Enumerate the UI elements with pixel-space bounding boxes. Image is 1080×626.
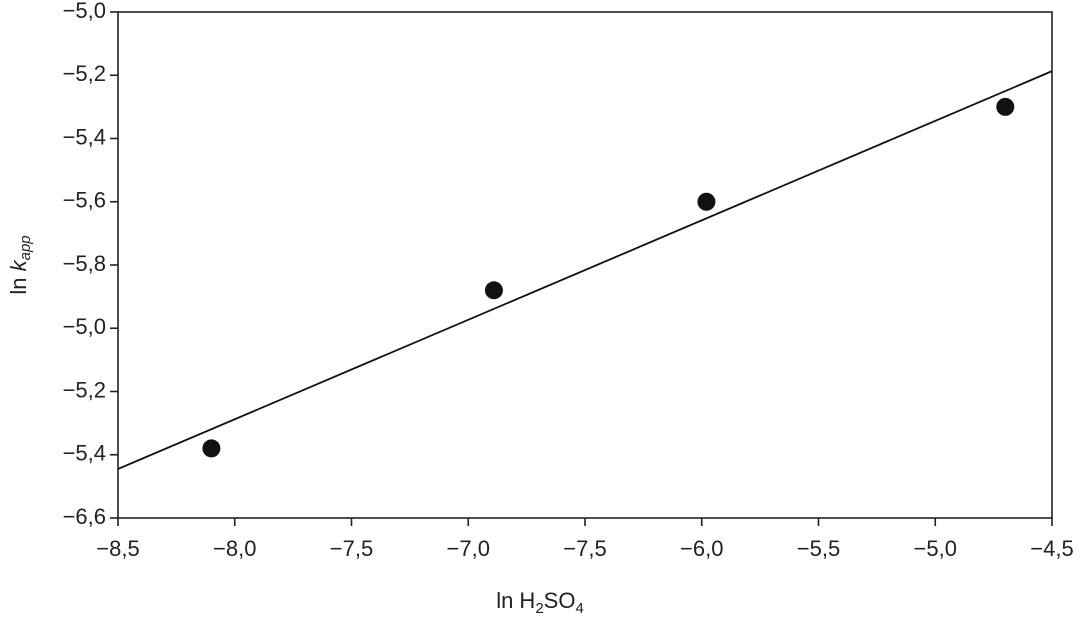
y-tick-label: −5,2 (63, 61, 106, 86)
x-label-sub: 4 (575, 600, 583, 617)
data-point (484, 281, 503, 300)
x-label-part: ln H (496, 588, 535, 613)
y-tick-label: −5,8 (63, 251, 106, 276)
x-label-part: SO (544, 588, 576, 613)
y-label-italic: k (6, 259, 31, 271)
x-label-sub: 2 (535, 600, 543, 617)
y-label-part: ln (6, 271, 31, 294)
y-tick-label: −5,6 (63, 188, 106, 213)
data-point (996, 97, 1015, 116)
x-tick-label: −5,5 (797, 536, 840, 561)
fit-line (117, 70, 1053, 470)
y-tick-label: −5,0 (63, 0, 106, 23)
y-tick-label: −5,4 (63, 124, 106, 149)
y-label-sub: app (17, 235, 34, 260)
x-tick-label: −6,0 (680, 536, 723, 561)
y-tick-label: −5,2 (63, 377, 106, 402)
x-tick-label: −7,5 (330, 536, 373, 561)
y-axis-label: ln kapp (6, 235, 34, 294)
y-tick-label: −5,0 (63, 314, 106, 339)
data-point (697, 192, 716, 211)
x-tick-label: −7,5 (563, 536, 606, 561)
x-tick-label: −7,0 (447, 536, 490, 561)
data-point (202, 439, 221, 458)
x-tick-label: −8,0 (213, 536, 256, 561)
y-tick-label: −6,6 (63, 504, 106, 529)
x-tick-label: −4,5 (1030, 536, 1073, 561)
plot-frame (117, 11, 1053, 519)
x-axis-label: ln H2SO4 (496, 588, 584, 617)
x-tick-label: −5,0 (914, 536, 957, 561)
x-tick-label: −8,5 (96, 536, 139, 561)
y-tick-label: −5,4 (63, 441, 106, 466)
